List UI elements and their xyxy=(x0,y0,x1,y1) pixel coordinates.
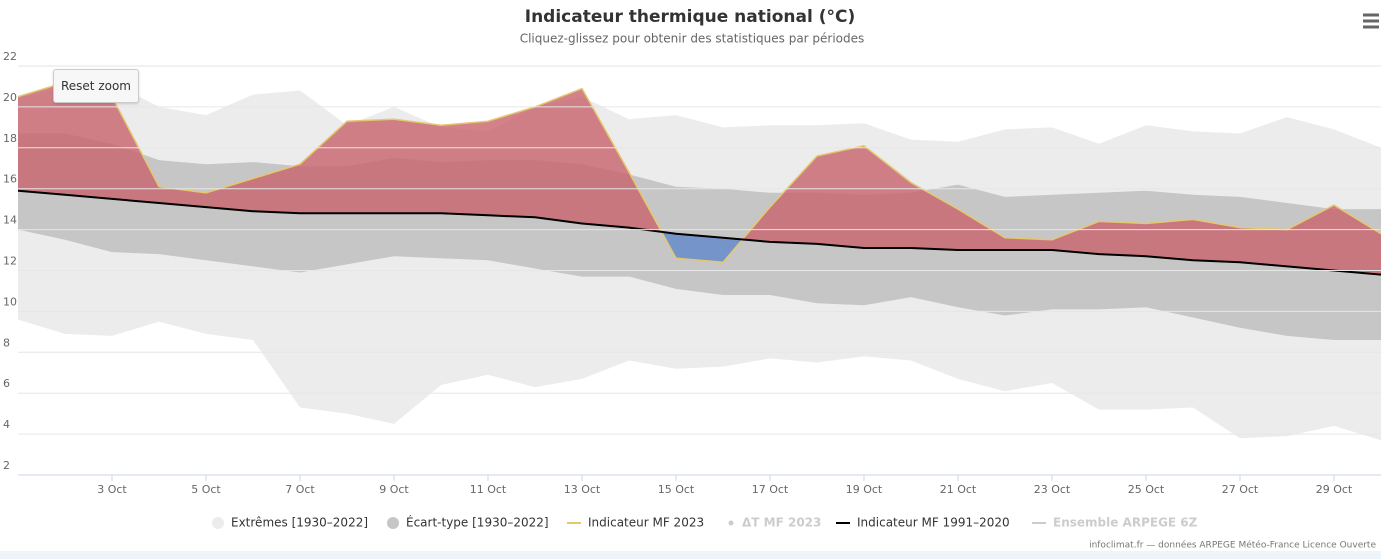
x-tick-label: 29 Oct xyxy=(1316,483,1353,496)
x-tick-label: 21 Oct xyxy=(940,483,977,496)
legend-item[interactable]: ΔT MF 2023 xyxy=(728,516,822,530)
legend-item[interactable]: Extrêmes [1930–2022] xyxy=(212,516,368,530)
x-tick-label: 23 Oct xyxy=(1034,483,1071,496)
footer-band xyxy=(0,551,1381,559)
y-tick-label: 16 xyxy=(3,173,17,186)
y-tick-label: 22 xyxy=(3,50,17,63)
x-tick-label: 11 Oct xyxy=(470,483,507,496)
legend-item[interactable]: Indicateur MF 2023 xyxy=(567,516,704,530)
legend-item[interactable]: Ensemble ARPEGE 6Z xyxy=(1032,516,1198,530)
y-tick-label: 20 xyxy=(3,91,17,104)
legend-label: Extrêmes [1930–2022] xyxy=(231,516,368,530)
legend-label: ΔT MF 2023 xyxy=(742,516,821,530)
indicator-line xyxy=(18,81,1381,264)
plot-area xyxy=(18,81,1381,441)
legend: Extrêmes [1930–2022] Écart-type [1930–202… xyxy=(212,515,1198,530)
legend-label: Ensemble ARPEGE 6Z xyxy=(1053,516,1198,530)
y-tick-label: 12 xyxy=(3,255,17,268)
chart-title: Indicateur thermique national (°C) xyxy=(525,7,855,27)
x-tick-label: 25 Oct xyxy=(1128,483,1165,496)
axes: 2 4 6 8 10 12 14 16 18 20 22 3 Oct 5 Oct 7 Oct 9 Oct 11… xyxy=(3,50,1381,496)
x-tick-label: 5 Oct xyxy=(191,483,221,496)
y-tick-label: 2 xyxy=(3,459,10,472)
credits: infoclimat.fr — données ARPEGE Météo-Fra… xyxy=(1089,540,1376,551)
y-tick-label: 18 xyxy=(3,132,17,145)
x-tick-label: 13 Oct xyxy=(564,483,601,496)
x-tick-label: 27 Oct xyxy=(1222,483,1259,496)
x-tick-label: 3 Oct xyxy=(97,483,127,496)
legend-label: Indicateur MF 2023 xyxy=(588,516,704,530)
x-tick-label: 17 Oct xyxy=(752,483,789,496)
normal-line xyxy=(18,189,1381,276)
anomaly-fill-warm xyxy=(18,82,1381,275)
legend-item[interactable]: Écart-type [1930–2022] xyxy=(387,515,549,530)
y-tick-label: 14 xyxy=(3,214,17,227)
anomaly-above xyxy=(18,82,1381,275)
menu-icon[interactable] xyxy=(1363,13,1379,29)
legend-item[interactable]: Indicateur MF 1991–2020 xyxy=(836,516,1010,530)
x-tick-label: 19 Oct xyxy=(846,483,883,496)
y-tick-label: 8 xyxy=(3,336,10,349)
chart-subtitle: Cliquez-glissez pour obtenir des statist… xyxy=(520,32,865,46)
legend-symbol xyxy=(212,517,224,529)
reset-zoom-button[interactable]: Reset zoom xyxy=(53,69,139,103)
y-tick-label: 4 xyxy=(3,418,10,431)
legend-symbol xyxy=(728,520,734,526)
x-tick-label: 7 Oct xyxy=(285,483,315,496)
x-tick-label: 15 Oct xyxy=(658,483,695,496)
y-tick-label: 10 xyxy=(3,295,17,308)
legend-label: Écart-type [1930–2022] xyxy=(406,515,549,530)
legend-symbol xyxy=(387,517,399,529)
legend-label: Indicateur MF 1991–2020 xyxy=(857,516,1010,530)
y-tick-label: 6 xyxy=(3,377,10,390)
x-tick-label: 9 Oct xyxy=(379,483,409,496)
